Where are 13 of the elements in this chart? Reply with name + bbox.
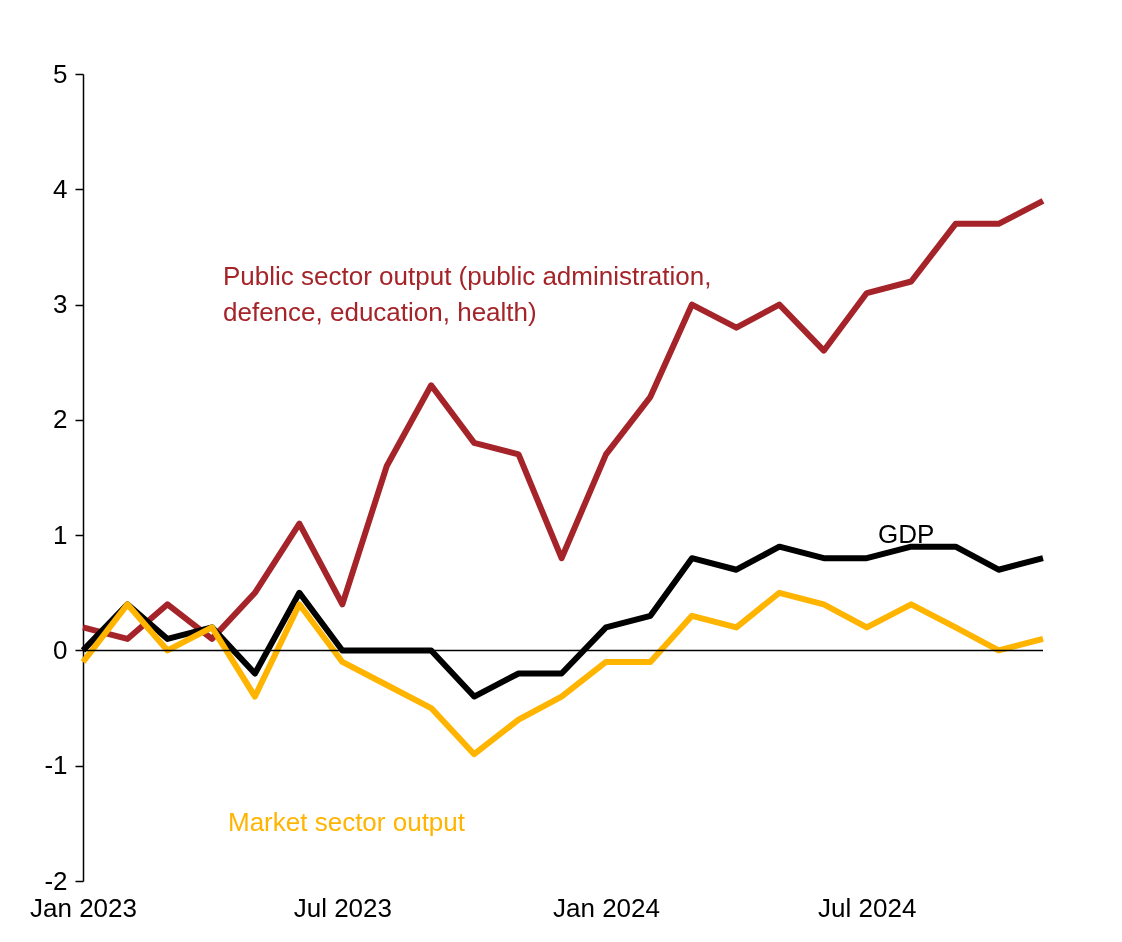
series-label: GDP [878,519,935,549]
y-tick-label: 0 [53,634,68,665]
y-tick-label: 1 [53,519,68,550]
x-tick-label: Jul 2024 [818,892,917,923]
x-tick-label: Jan 2024 [552,892,660,923]
x-tick-label: Jul 2023 [293,892,392,923]
text: Market sector output [228,807,466,837]
y-tick-label: 2 [53,404,68,435]
y-tick-label: 5 [53,58,68,89]
y-tick-label: -1 [44,750,68,781]
series-label: Public sector output (public administration, defence, education, health) [223,261,712,327]
y-tick-label: 4 [53,173,68,204]
y-tick-label: 3 [53,289,68,320]
